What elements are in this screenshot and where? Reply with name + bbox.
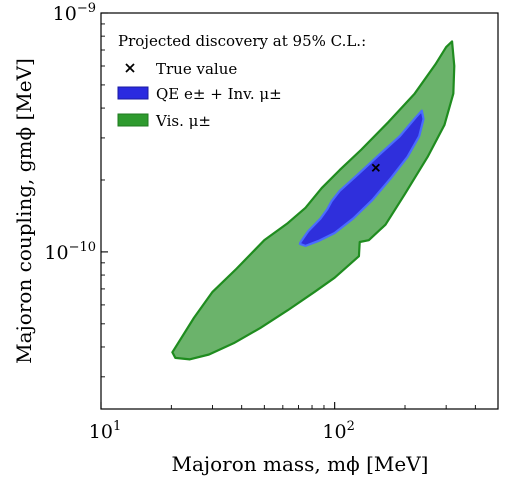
x-tick-label: 101 — [89, 419, 121, 443]
legend-true-value-marker — [125, 63, 135, 73]
y-tick-label: 10−10 — [44, 240, 96, 264]
plot-area — [171, 40, 456, 361]
y-axis-ticks — [101, 12, 108, 378]
y-axis-label: Majoron coupling, gmϕ [MeV] — [12, 58, 36, 364]
y-tick-label: 10−9 — [53, 1, 96, 25]
region-vis-mu — [171, 40, 456, 361]
legend-true-value-label: True value — [156, 60, 237, 78]
x-axis-ticks — [100, 402, 499, 409]
legend: Projected discovery at 95% C.L.: True va… — [117, 32, 366, 130]
x-axis-label: Majoron mass, mϕ [MeV] — [172, 452, 429, 476]
legend-vis-label: Vis. μ± — [155, 112, 211, 130]
legend-qe-swatch — [117, 86, 149, 100]
region-qe-inv-mu — [298, 109, 425, 247]
legend-vis-swatch — [117, 113, 149, 127]
true-value-marker — [371, 163, 380, 172]
y-tick-labels: 10−10 10−9 — [44, 1, 96, 264]
true-value-x-stroke-2 — [371, 163, 380, 172]
x-tick-label: 102 — [322, 419, 354, 443]
legend-title: Projected discovery at 95% C.L.: — [118, 32, 366, 50]
plot-frame — [100, 12, 499, 410]
legend-qe-label: QE e± + Inv. μ± — [156, 85, 282, 103]
x-tick-labels: 101 102 — [89, 419, 355, 443]
